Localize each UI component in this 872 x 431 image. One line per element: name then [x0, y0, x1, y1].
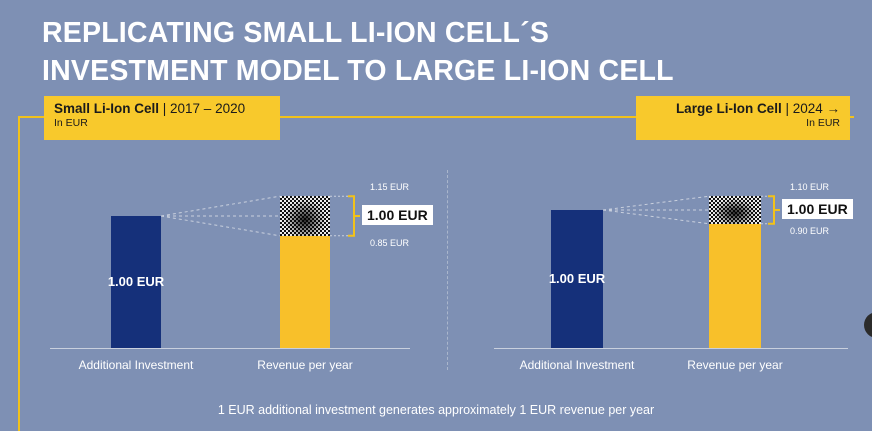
investment-bar-label: 1.00 EUR: [548, 271, 606, 286]
title-line-1: REPLICATING SMALL LI-ION CELL´S: [42, 17, 550, 49]
range-connector-line: [160, 195, 281, 217]
revenue-bar: [280, 235, 330, 348]
footnote: 1 EUR additional investment generates ap…: [217, 403, 655, 417]
range-connector-line: [602, 195, 710, 211]
left-unit: In EUR: [54, 117, 88, 129]
revenue-range-band: [280, 196, 330, 236]
range-high-label: 1.10 EUR: [790, 182, 830, 193]
title-line-2: INVESTMENT MODEL TO LARGE LI-ION CELL: [42, 55, 674, 87]
slide-title: REPLICATING SMALL LI-ION CELL´S INVESTME…: [42, 14, 822, 90]
category-label: Additional Investment: [78, 358, 194, 372]
range-bracket: [348, 195, 355, 237]
right-header-bold: Large Li-Ion Cell: [675, 101, 782, 116]
x-axis-line: [494, 348, 848, 349]
right-panel-header: Large Li-Ion Cell | 2024 → In EUR: [636, 96, 850, 140]
left-panel-header: Small Li-Ion Cell | 2017 – 2020 In EUR: [44, 96, 280, 140]
range-high-label: 1.15 EUR: [370, 182, 410, 193]
left-header-bold: Small Li-Ion Cell: [54, 101, 160, 116]
right-header-rest: | 2024 →: [781, 101, 840, 116]
x-axis-line: [50, 348, 410, 349]
range-connector-line: [160, 215, 281, 237]
investment-bar: [111, 216, 161, 348]
category-label: Revenue per year: [687, 358, 783, 372]
revenue-value-box: 1.00 EUR: [362, 205, 433, 225]
investment-bar-label: 1.00 EUR: [107, 274, 165, 289]
investment-bar: [551, 210, 603, 348]
navigation-button[interactable]: [864, 312, 872, 338]
category-label: Additional Investment: [519, 358, 635, 372]
panel-separator: [447, 170, 448, 370]
right-unit: In EUR: [806, 117, 840, 129]
category-label: Revenue per year: [257, 358, 353, 372]
range-low-label: 0.85 EUR: [370, 237, 410, 248]
range-low-label: 0.90 EUR: [790, 225, 830, 236]
frame-left-line: [18, 116, 20, 431]
left-header-rest: | 2017 – 2020: [159, 101, 246, 116]
range-bracket: [768, 195, 775, 225]
range-connector-line: [602, 209, 710, 225]
revenue-bar: [709, 223, 761, 348]
revenue-range-band: [709, 196, 761, 224]
frame-top-line: [18, 116, 854, 118]
revenue-value-box: 1.00 EUR: [782, 199, 853, 219]
